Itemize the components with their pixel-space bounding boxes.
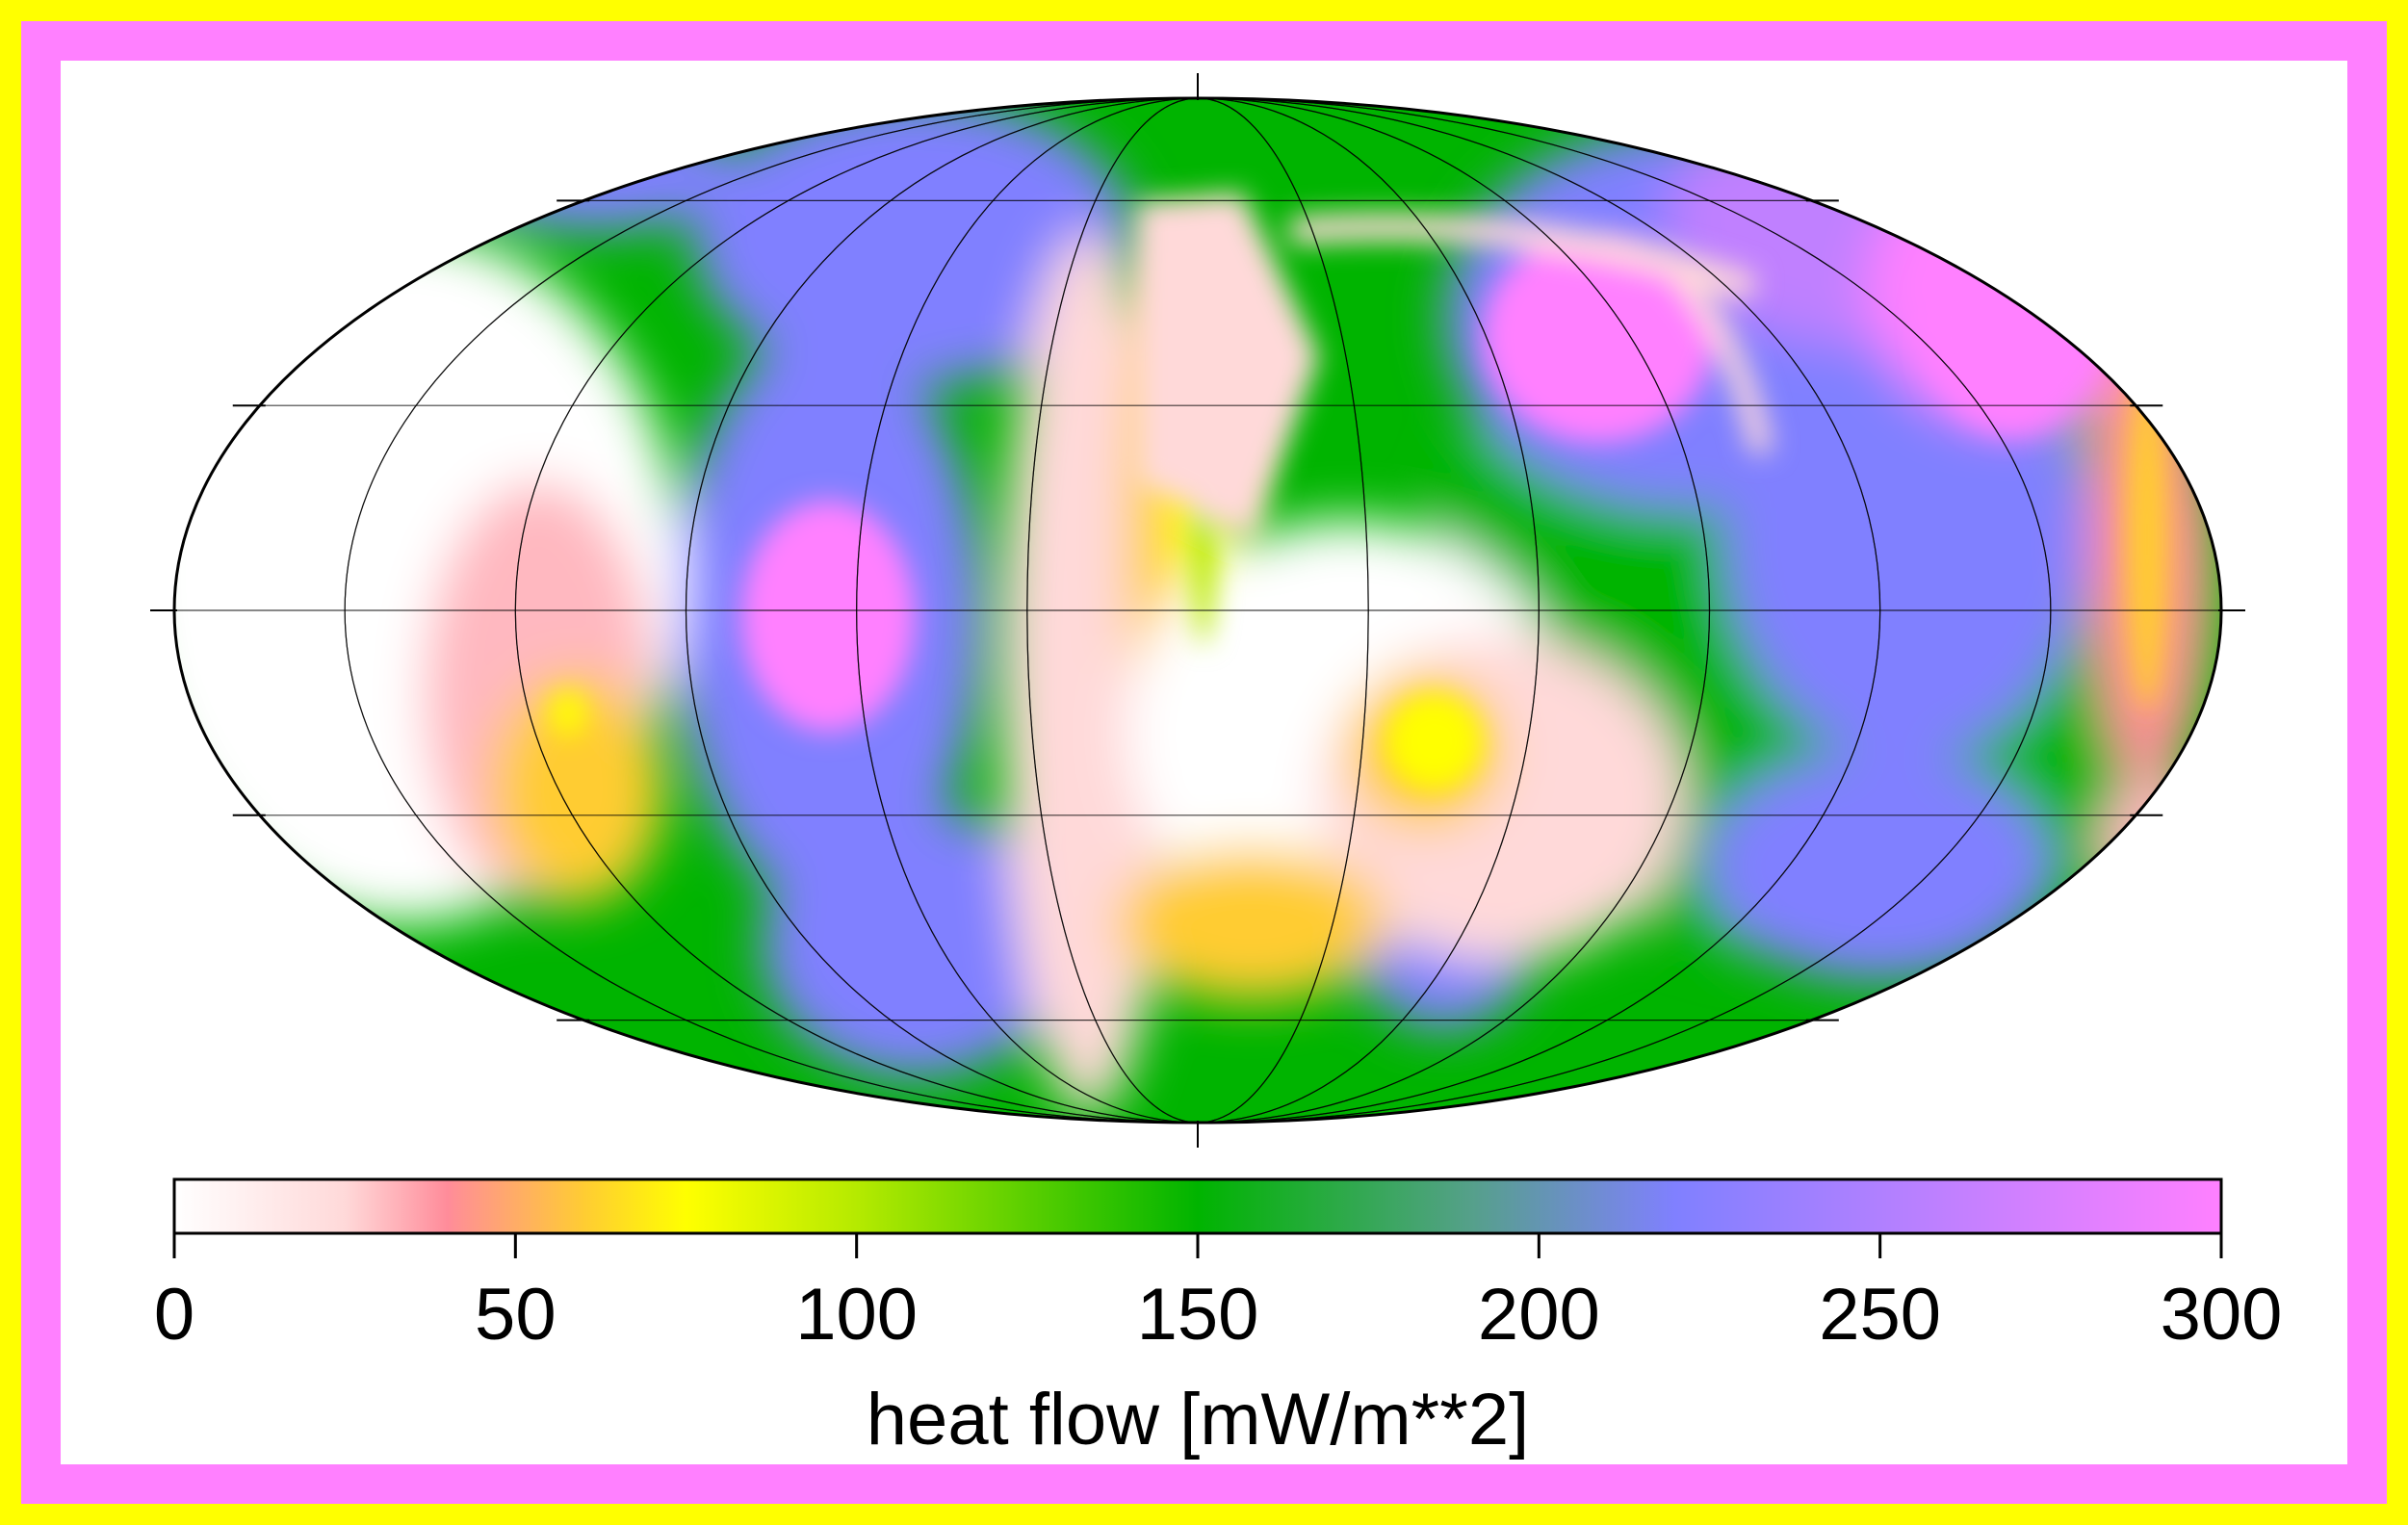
colorbar-tick-label: 50 [475, 1274, 557, 1356]
colorbar-tick-label: 300 [2161, 1274, 2283, 1356]
colorbar-tick-label: 0 [154, 1274, 194, 1356]
frame-ticks [150, 73, 2245, 1148]
colorbar-tick-label: 250 [1819, 1274, 1941, 1356]
colorbar-tick-label: 100 [795, 1274, 918, 1356]
graticule [174, 98, 2221, 1123]
colorbar: 0 50 100 150 200 250 300 heat flow [mW/m**2] [154, 1177, 2283, 1460]
colorbar-gradient [172, 1177, 2223, 1235]
colorbar-tick-label: 200 [1478, 1274, 1600, 1356]
heat-flow-map [174, 98, 2221, 1123]
colorbar-tick-label: 150 [1137, 1274, 1259, 1356]
colorbar-ticks: 0 50 100 150 200 250 300 [154, 1233, 2283, 1356]
colorbar-title: heat flow [mW/m**2] [867, 1379, 1529, 1460]
